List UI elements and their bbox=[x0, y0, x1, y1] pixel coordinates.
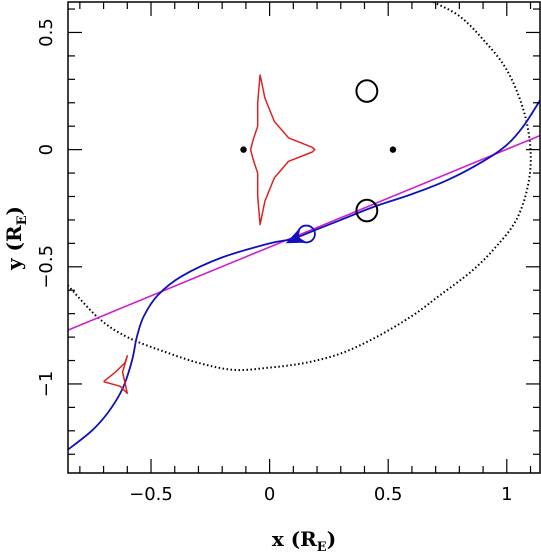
plot-frame bbox=[67, 1, 541, 474]
lens-dot-1 bbox=[240, 146, 247, 153]
plot-frame-layer bbox=[67, 1, 541, 474]
image-ellipse-2 bbox=[355, 198, 379, 223]
image-ellipse-1 bbox=[355, 79, 379, 103]
x-axis-label-subscript: E bbox=[317, 540, 327, 555]
lens-dot-2 bbox=[389, 146, 397, 153]
y-tick-label: 0.5 bbox=[36, 18, 57, 47]
plot-data-layer bbox=[68, 2, 540, 451]
central-caustic bbox=[249, 74, 316, 226]
y-tick-label: 0 bbox=[36, 144, 57, 155]
y-tick-label: −0.5 bbox=[36, 245, 57, 289]
planetary-caustic bbox=[103, 355, 129, 395]
y-axis-label-prefix: y (R bbox=[2, 225, 26, 271]
y-axis-label: y (RE) bbox=[2, 206, 30, 271]
x-tick-label: −0.5 bbox=[129, 484, 173, 505]
tick-labels-layer: −0.5 0 0.5 1 0.5 0 −0.5 −1 bbox=[36, 18, 513, 505]
x-tick-label: 0 bbox=[264, 484, 275, 505]
x-tick-label: 0.5 bbox=[374, 484, 403, 505]
y-axis-label-subscript: E bbox=[15, 215, 30, 225]
y-tick-label: −1 bbox=[36, 371, 57, 398]
x-axis-label-prefix: x (R bbox=[272, 527, 317, 551]
x-axis-label-suffix: ) bbox=[327, 527, 336, 551]
y-axis-label-suffix: ) bbox=[2, 206, 26, 215]
plot-data-group bbox=[68, 2, 540, 451]
boundary-dotted-curve bbox=[68, 2, 532, 372]
straight-trajectory-line bbox=[68, 134, 540, 331]
x-axis-label: x (RE) bbox=[272, 527, 336, 555]
direction-arrow bbox=[285, 227, 308, 244]
x-tick-label: 1 bbox=[501, 484, 512, 505]
source-trajectory-curve bbox=[68, 99, 540, 451]
